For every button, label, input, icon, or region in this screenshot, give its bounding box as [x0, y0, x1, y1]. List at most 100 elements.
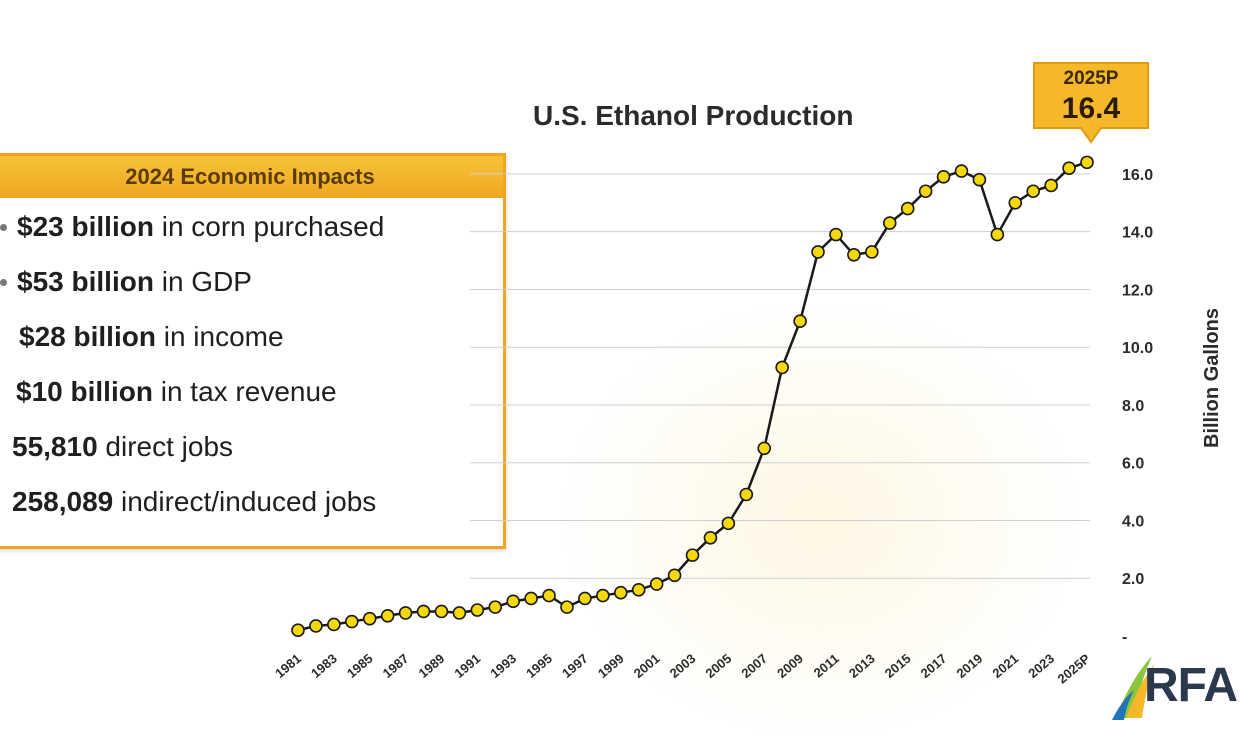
x-tick-label: 1989 [416, 651, 448, 681]
data-point [685, 548, 700, 562]
economic-impacts-box: 2024 Economic Impacts $23 billion in cor… [0, 153, 506, 549]
data-point [506, 594, 520, 609]
impact-desc: in GDP [153, 266, 252, 297]
x-tick-label: 2013 [846, 651, 878, 681]
impact-item: $28 billion in income [0, 308, 503, 363]
data-point [416, 604, 431, 619]
data-point [542, 588, 556, 603]
x-tick-label: 2005 [702, 651, 734, 681]
x-tick-label: 2001 [631, 651, 663, 681]
impact-item: $23 billion in corn purchased [0, 198, 503, 253]
impact-desc: in tax revenue [152, 376, 337, 407]
data-point [1080, 155, 1094, 170]
y-axis-ticks: - 2.0 4.0 6.0 8.0 10.0 12.0 14.0 16.0 [1122, 167, 1153, 646]
y-tick-label: 4.0 [1122, 513, 1144, 530]
x-tick-label: 1987 [380, 651, 412, 681]
x-tick-label: 1993 [487, 651, 519, 681]
impact-item: 258,089 indirect/induced jobs [0, 473, 503, 528]
x-tick-label: 2025P [1054, 651, 1093, 687]
data-point [488, 600, 503, 614]
x-tick-label: 2021 [989, 651, 1021, 681]
data-point [918, 184, 933, 199]
y-tick-label: 6.0 [1122, 456, 1144, 473]
impact-item: 55,810 direct jobs [0, 418, 503, 473]
x-tick-label: 1995 [523, 651, 555, 681]
impact-desc: indirect/induced jobs [113, 486, 377, 517]
data-point [667, 568, 682, 583]
x-tick-label: 1999 [595, 651, 627, 681]
bullet-icon [0, 279, 7, 286]
data-point [362, 611, 377, 626]
data-point [829, 227, 843, 242]
gridlines [470, 173, 1090, 579]
data-point [936, 170, 951, 184]
rfa-logo: RFA [1112, 650, 1252, 720]
x-axis-ticks: 1981 1983 1985 1987 1989 1991 1993 1995 1997 1999… [272, 651, 1093, 687]
impact-value: $23 billion [17, 211, 154, 242]
economic-impacts-list: $23 billion in corn purchased $53 billio… [0, 198, 503, 528]
rfa-logo-text: RFA [1144, 659, 1238, 712]
impact-value: $28 billion [19, 321, 156, 352]
x-tick-label: 2019 [954, 651, 986, 681]
x-tick-label: 1991 [451, 651, 483, 681]
callout-shape [1033, 62, 1149, 144]
y-tick-label: 14.0 [1122, 225, 1153, 242]
data-point [291, 623, 305, 638]
data-point [380, 608, 395, 623]
data-point [1062, 161, 1076, 175]
x-tick-label: 2009 [774, 651, 806, 681]
data-point [775, 360, 789, 375]
callout-value: 16.4 [1061, 92, 1121, 125]
data-point [434, 604, 449, 619]
data-point [309, 619, 323, 633]
impact-value: 258,089 [12, 486, 114, 517]
x-tick-label: 2023 [1025, 651, 1057, 681]
data-point [811, 245, 825, 259]
data-point [631, 582, 646, 597]
y-tick-label: 10.0 [1122, 340, 1153, 357]
impact-desc: direct jobs [97, 431, 234, 462]
data-point [524, 591, 538, 606]
data-point [452, 606, 467, 620]
x-tick-label: 2015 [882, 651, 914, 681]
callout-label: 2025P [1063, 68, 1119, 89]
data-point [560, 600, 574, 614]
data-point [882, 216, 897, 230]
data-point [721, 516, 736, 531]
chart-title: U.S. Ethanol Production [533, 100, 854, 131]
data-point [972, 172, 987, 187]
x-tick-label: 1983 [308, 651, 340, 681]
impact-value: $10 billion [16, 376, 153, 407]
x-tick-label: 2011 [811, 651, 842, 681]
data-point [578, 591, 592, 606]
impact-desc: in income [155, 321, 284, 352]
data-point [703, 531, 718, 545]
data-point [990, 227, 1005, 242]
y-tick-label: 8.0 [1122, 398, 1144, 415]
projection-callout: 2025P 16.4 [1033, 62, 1149, 144]
impact-desc: in corn purchased [153, 211, 385, 242]
data-point [865, 245, 879, 259]
x-tick-label: 1985 [344, 651, 376, 681]
x-tick-label: 1981 [272, 651, 304, 681]
y-tick-label: 16.0 [1122, 167, 1153, 184]
impact-value: 55,810 [12, 431, 98, 462]
impact-value: $53 billion [17, 266, 154, 297]
production-series [291, 155, 1094, 638]
x-tick-label: 2007 [738, 651, 770, 681]
data-point [470, 603, 485, 617]
data-point [793, 314, 807, 329]
data-point [1044, 178, 1058, 193]
economic-impacts-header: 2024 Economic Impacts [0, 156, 503, 198]
data-point [344, 614, 359, 629]
ethanol-production-chart: -2.04.06.08.010.012.014.016.0 1981 1983 19… [272, 155, 1223, 687]
data-point [847, 247, 861, 262]
impact-item: $53 billion in GDP [0, 253, 503, 308]
data-point [596, 588, 610, 603]
data-point [1008, 196, 1023, 210]
data-point [398, 606, 413, 620]
bullet-icon [0, 224, 7, 231]
y-tick-label: 2.0 [1122, 571, 1144, 588]
data-point [327, 617, 341, 632]
data-point [613, 585, 628, 600]
